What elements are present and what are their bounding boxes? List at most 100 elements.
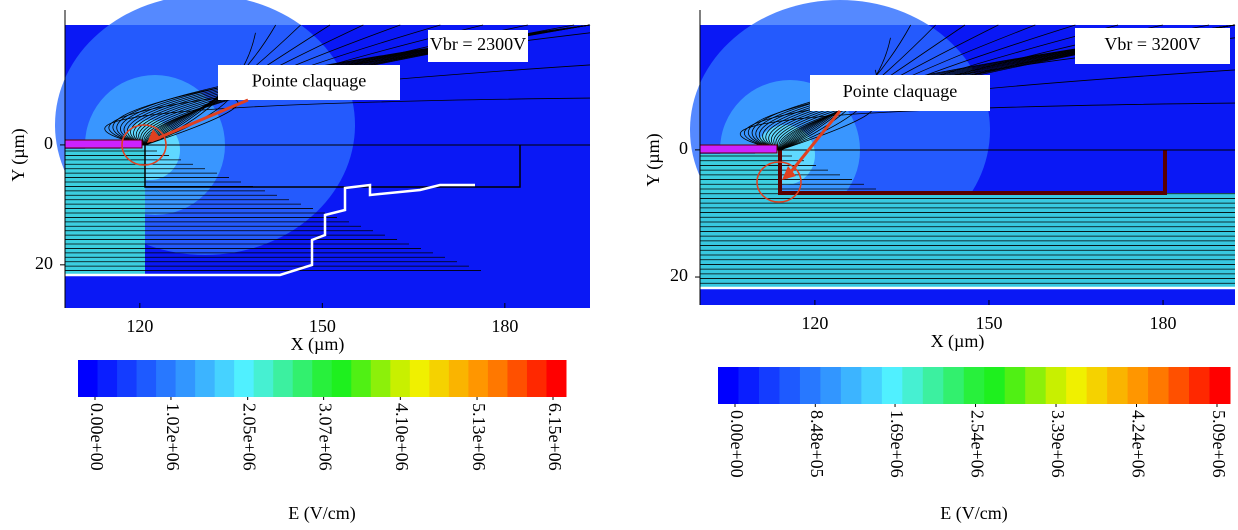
y-tick-label: 20 bbox=[35, 253, 53, 273]
metal-contact bbox=[64, 139, 143, 149]
callout-circle bbox=[121, 124, 167, 166]
callout-arrowhead bbox=[782, 166, 796, 180]
y-axis-label: Y (µm) bbox=[8, 128, 29, 181]
colorbar-swatch bbox=[97, 360, 118, 397]
colorbar-swatch bbox=[117, 360, 138, 397]
colorbar-tick-label: 1.69e+06 bbox=[887, 410, 907, 478]
colorbar-swatch bbox=[78, 360, 99, 397]
colorbar-swatch bbox=[1066, 367, 1088, 404]
x-tick-label: 180 bbox=[491, 316, 518, 336]
colorbar-tick-label: 0.00e+00 bbox=[727, 410, 747, 478]
trench-outline bbox=[778, 150, 1167, 195]
colorbar-swatch bbox=[718, 367, 739, 404]
colorbar-tick-label: 2.05e+06 bbox=[240, 403, 260, 471]
annotation: Vbr = 3200V bbox=[1104, 34, 1200, 54]
equipotential bbox=[108, 64, 591, 146]
x-tick-label: 120 bbox=[801, 313, 828, 333]
colorbar-swatch bbox=[273, 360, 294, 397]
colorbar-swatch bbox=[292, 360, 313, 397]
colorbar-tick-label: 3.07e+06 bbox=[316, 403, 336, 471]
colorbar-tick-label: 6.15e+06 bbox=[545, 403, 565, 471]
colorbar-swatch bbox=[1189, 367, 1211, 404]
colorbar-swatch bbox=[468, 360, 489, 397]
callout-arrow bbox=[784, 110, 842, 179]
callout: Pointe claquage bbox=[843, 81, 957, 101]
colorbar-swatch bbox=[820, 367, 842, 404]
callout-box bbox=[218, 65, 400, 100]
colorbar-swatch bbox=[195, 360, 216, 397]
colorbar-swatch bbox=[234, 360, 255, 397]
equipotential bbox=[104, 97, 591, 146]
annotation-box bbox=[428, 30, 528, 62]
colorbar-swatch bbox=[1209, 367, 1231, 404]
colorbar-swatch bbox=[1107, 367, 1129, 404]
colorbar-swatch bbox=[922, 367, 944, 404]
colorbar-swatch bbox=[963, 367, 985, 404]
equipotential bbox=[739, 102, 1236, 151]
colorbar-swatch bbox=[487, 360, 508, 397]
colorbar-tick-label: 5.09e+06 bbox=[1209, 410, 1229, 478]
colorbar-swatch bbox=[526, 360, 547, 397]
colorbar-swatch bbox=[861, 367, 883, 404]
colorbar-swatch bbox=[799, 367, 821, 404]
colorbar-swatch bbox=[390, 360, 411, 397]
callout-arrowhead bbox=[147, 129, 161, 143]
colorbar-swatch bbox=[409, 360, 430, 397]
metal-contact bbox=[699, 144, 778, 154]
colorbar-swatch bbox=[1168, 367, 1190, 404]
colorbar-tick-label: 8.48e+05 bbox=[807, 410, 827, 478]
colorbar-label: E (V/cm) bbox=[288, 503, 355, 524]
colorbar-swatch bbox=[448, 360, 469, 397]
colorbar-label: E (V/cm) bbox=[940, 503, 1007, 524]
colorbar-swatch bbox=[840, 367, 862, 404]
colorbar-swatch bbox=[331, 360, 352, 397]
colorbar-swatch bbox=[214, 360, 235, 397]
x-tick-label: 150 bbox=[309, 316, 336, 336]
colorbar-swatch bbox=[902, 367, 924, 404]
colorbar-tick-label: 3.39e+06 bbox=[1048, 410, 1068, 478]
colorbar-swatch bbox=[881, 367, 903, 404]
trench-outline bbox=[144, 145, 521, 188]
y-axis-label: Y (µm) bbox=[643, 133, 664, 186]
colorbar-swatch bbox=[943, 367, 965, 404]
colorbar-swatch bbox=[351, 360, 372, 397]
colorbar-swatch bbox=[1004, 367, 1026, 404]
annotation: Vbr = 2300V bbox=[430, 34, 526, 54]
colorbar-swatch bbox=[758, 367, 780, 404]
colorbar-swatch bbox=[1045, 367, 1067, 404]
colorbar-tick-label: 2.54e+06 bbox=[967, 410, 987, 478]
colorbar-swatch bbox=[779, 367, 801, 404]
colorbar-tick-label: 1.02e+06 bbox=[163, 403, 183, 471]
colorbar-swatch bbox=[984, 367, 1006, 404]
colorbar-swatch bbox=[253, 360, 274, 397]
y-tick-label: 0 bbox=[679, 138, 688, 158]
colorbar-swatch bbox=[1127, 367, 1149, 404]
colorbar-tick-label: 0.00e+00 bbox=[87, 403, 107, 471]
colorbar-swatch bbox=[312, 360, 333, 397]
colorbar-tick-label: 5.13e+06 bbox=[469, 403, 489, 471]
colorbar-swatch bbox=[370, 360, 391, 397]
x-tick-label: 180 bbox=[1150, 313, 1177, 333]
callout-arrow bbox=[150, 98, 249, 143]
x-axis-label: X (µm) bbox=[291, 334, 345, 355]
colorbar-swatch bbox=[175, 360, 196, 397]
colorbar-tick-label: 4.10e+06 bbox=[392, 403, 412, 471]
colorbar-swatch bbox=[546, 360, 567, 397]
equipotential bbox=[144, 97, 239, 146]
depletion-edge bbox=[65, 183, 475, 277]
colorbar-swatch bbox=[1148, 367, 1170, 404]
colorbar-swatch bbox=[136, 360, 157, 397]
colorbar-swatch bbox=[507, 360, 528, 397]
annotation-box bbox=[1075, 28, 1230, 64]
x-axis-label: X (µm) bbox=[931, 331, 985, 352]
x-tick-label: 120 bbox=[126, 316, 153, 336]
x-tick-label: 150 bbox=[975, 313, 1002, 333]
y-tick-label: 0 bbox=[44, 133, 53, 153]
callout-box bbox=[810, 75, 990, 111]
y-tick-label: 20 bbox=[670, 265, 688, 285]
colorbar-swatch bbox=[1025, 367, 1047, 404]
colorbar-swatch bbox=[429, 360, 450, 397]
callout-circle bbox=[756, 161, 802, 203]
colorbar-swatch bbox=[738, 367, 760, 404]
